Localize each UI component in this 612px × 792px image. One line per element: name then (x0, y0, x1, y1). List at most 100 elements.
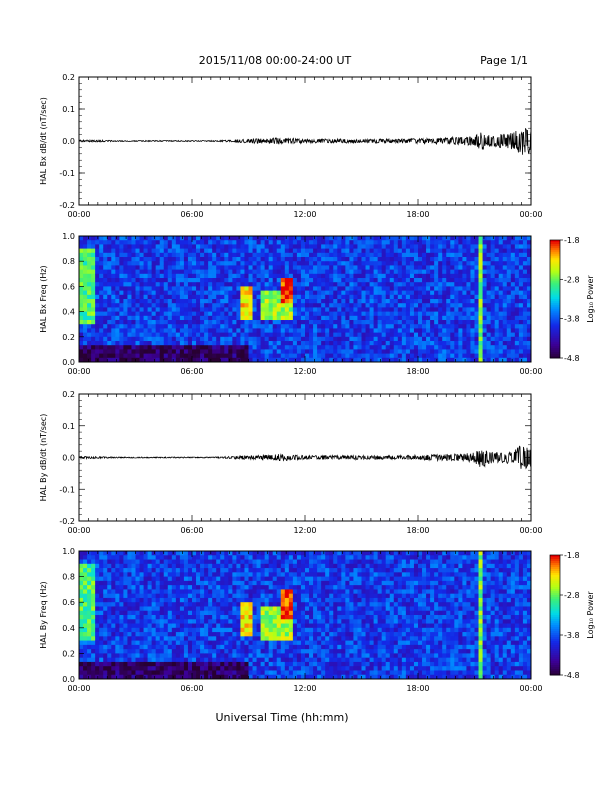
heatmap-cell (284, 357, 290, 363)
heatmap-cell (264, 357, 270, 363)
heatmap-cell (240, 244, 245, 249)
heatmap-cell (305, 290, 310, 296)
heatmap-cell (228, 585, 233, 590)
heatmap-cell (393, 345, 399, 350)
heatmap-cell (345, 336, 350, 342)
heatmap-cell (256, 357, 262, 363)
heatmap-cell (526, 257, 532, 262)
heatmap-cell (208, 290, 213, 296)
heatmap-cell (163, 627, 169, 633)
heatmap-cell (171, 602, 177, 607)
heatmap-cell (171, 632, 177, 637)
heatmap-cell (268, 286, 274, 291)
heatmap-cell (228, 311, 233, 317)
heatmap-cell (393, 269, 399, 275)
heatmap-cell (139, 568, 144, 573)
heatmap-cell (260, 265, 266, 270)
heatmap-cell (377, 357, 383, 363)
heatmap-cell (115, 551, 120, 556)
heatmap-cell (212, 589, 217, 595)
heatmap-cell (434, 265, 439, 270)
heatmap-cell (482, 332, 488, 338)
heatmap-cell (204, 357, 209, 363)
heatmap-cell (131, 589, 136, 595)
heatmap-cell (143, 273, 149, 279)
heatmap-cell (381, 278, 387, 283)
heatmap-cell (224, 572, 229, 577)
heatmap-cell (377, 240, 383, 245)
heatmap-cell (418, 282, 423, 287)
heatmap-cell (103, 674, 108, 680)
heatmap-cell (224, 324, 229, 329)
heatmap-cell (192, 555, 197, 560)
heatmap-cell (103, 610, 108, 616)
heatmap-cell (127, 661, 132, 667)
heatmap-cell (357, 341, 362, 346)
heatmap-cell (466, 353, 471, 359)
heatmap-cell (264, 303, 270, 308)
heatmap-cell (212, 644, 217, 650)
heatmap-cell (212, 551, 217, 556)
heatmap-cell (155, 644, 161, 650)
heatmap-cell (208, 282, 213, 287)
heatmap-cell (99, 661, 104, 667)
heatmap-cell (486, 324, 492, 329)
heatmap-cell (454, 311, 459, 317)
heatmap-cell (333, 252, 338, 258)
heatmap-cell (300, 278, 306, 283)
heatmap-cell (470, 294, 475, 300)
heatmap-cell (151, 303, 157, 308)
heatmap-cell (422, 315, 427, 321)
heatmap-cell (115, 244, 120, 249)
heatmap-cell (103, 273, 108, 279)
heatmap-cell (187, 244, 193, 249)
heatmap-cell (466, 294, 471, 300)
heatmap-cell (357, 303, 362, 308)
heatmap-cell (155, 610, 161, 616)
heatmap-cell (313, 269, 318, 275)
heatmap-cell (91, 282, 96, 287)
heatmap-cell (272, 290, 278, 296)
heatmap-cell (131, 602, 136, 607)
heatmap-cell (305, 315, 310, 321)
heatmap-cell (305, 257, 310, 262)
heatmap-cell (123, 349, 128, 354)
heatmap-cell (518, 286, 524, 291)
heatmap-cell (498, 269, 504, 275)
heatmap-cell (103, 353, 108, 359)
heatmap-cell (192, 328, 197, 333)
heatmap-cell (151, 257, 157, 262)
heatmap-cell (115, 248, 120, 254)
heatmap-cell (95, 328, 100, 333)
heatmap-cell (409, 307, 415, 312)
heatmap-cell (131, 357, 136, 363)
heatmap-cell (171, 282, 177, 287)
heatmap-cell (183, 632, 189, 637)
heatmap-cell (405, 328, 411, 333)
heatmap-cell (510, 278, 516, 283)
heatmap-cell (389, 282, 395, 287)
heatmap-cell (526, 307, 532, 312)
heatmap-cell (502, 328, 508, 333)
heatmap-cell (123, 332, 128, 338)
heatmap-cell (155, 336, 161, 342)
heatmap-cell (204, 568, 209, 573)
heatmap-cell (179, 269, 185, 275)
heatmap-cell (337, 273, 342, 279)
heatmap-cell (87, 265, 92, 270)
heatmap-cell (123, 563, 128, 569)
heatmap-cell (268, 336, 274, 342)
heatmap-cell (192, 349, 197, 354)
heatmap-cell (103, 632, 108, 637)
heatmap-cell (232, 315, 237, 321)
heatmap-cell (462, 341, 467, 346)
heatmap-cell (143, 572, 149, 577)
heatmap-cell (434, 248, 439, 254)
heatmap-cell (175, 555, 181, 560)
heatmap-cell (409, 252, 415, 258)
heatmap-cell (401, 299, 407, 304)
heatmap-cell (450, 257, 455, 262)
heatmap-cell (119, 320, 124, 325)
heatmap-cell (212, 286, 217, 291)
heatmap-cell (196, 568, 201, 573)
